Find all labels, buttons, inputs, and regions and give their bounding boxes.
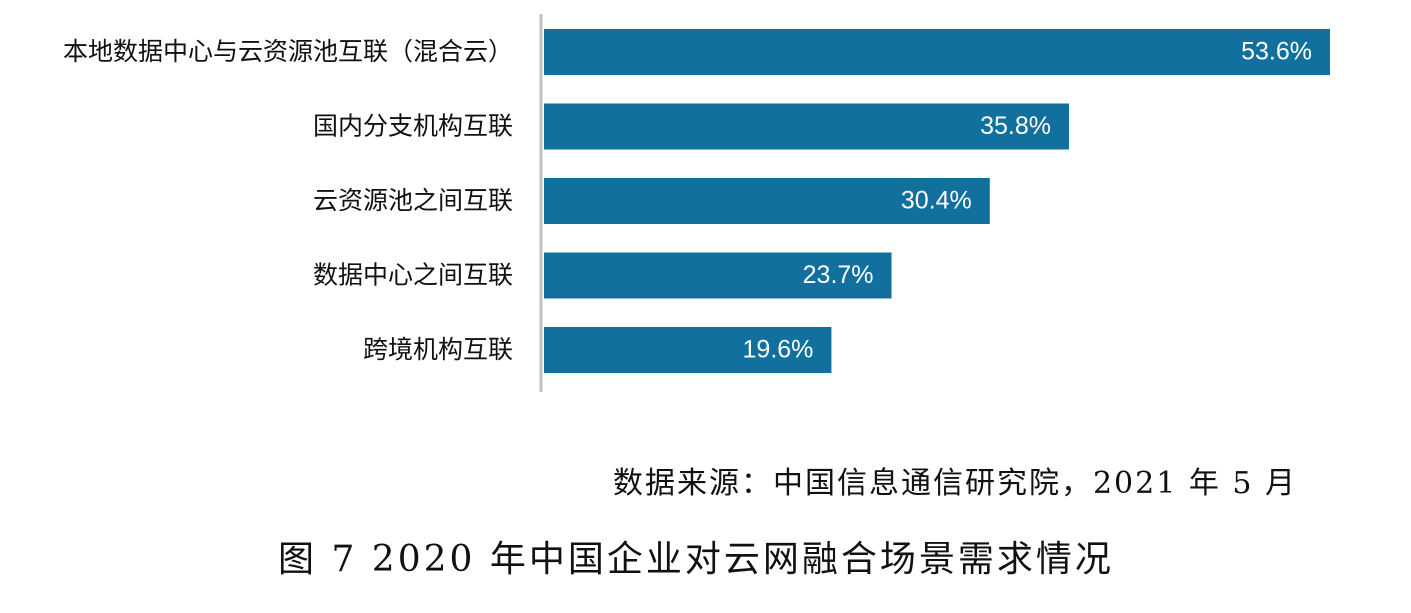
bar-3 bbox=[544, 178, 990, 224]
category-label-2: 国内分支机构互联 bbox=[313, 112, 513, 141]
value-label-2: 35.8% bbox=[980, 112, 1051, 140]
value-label-3: 30.4% bbox=[901, 187, 972, 215]
bar-5 bbox=[544, 327, 832, 373]
category-labels: 本地数据中心与云资源池互联（混合云） 国内分支机构互联云资源池之间互联数据中心之间… bbox=[63, 37, 513, 364]
bar-chart: 本地数据中心与云资源池互联（混合云） 国内分支机构互联云资源池之间互联数据中心之间… bbox=[63, 14, 1330, 392]
value-label-5: 19.6% bbox=[743, 336, 814, 364]
value-label-4: 23.7% bbox=[803, 261, 874, 289]
category-label-3: 云资源池之间互联 bbox=[313, 186, 513, 215]
source-note: 数据来源：中国信息通信研究院，2021 年 5 月 bbox=[612, 466, 1297, 501]
bar-2 bbox=[544, 103, 1069, 150]
bars-layer bbox=[544, 29, 1330, 373]
value-label-1: 53.6% bbox=[1241, 38, 1312, 66]
category-label-5: 跨境机构互联 bbox=[363, 335, 513, 364]
category-label-1: 本地数据中心与云资源池互联（混合云） bbox=[63, 37, 513, 66]
category-label-4: 数据中心之间互联 bbox=[313, 261, 513, 290]
figure-caption: 图 7 2020 年中国企业对云网融合场景需求情况 bbox=[278, 539, 1114, 580]
value-labels: 53.6% 35.8% 30.4% 23.7% 19.6% bbox=[743, 38, 1312, 364]
bar-4 bbox=[544, 252, 892, 299]
bar-1 bbox=[544, 29, 1330, 75]
